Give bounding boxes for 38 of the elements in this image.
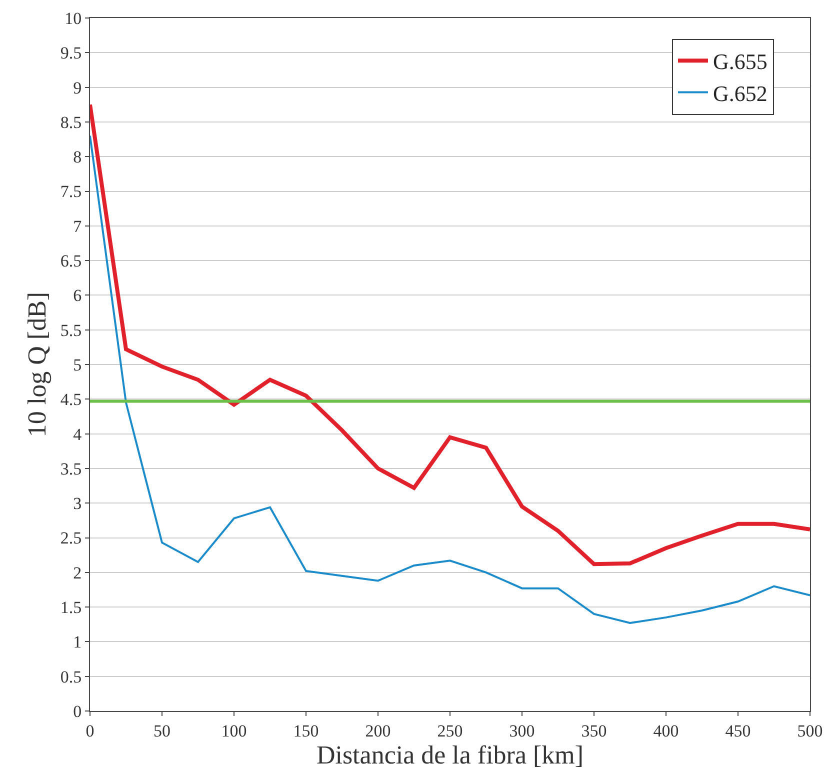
- y-tick-label: 3.5: [60, 459, 82, 478]
- x-tick-label: 450: [725, 721, 751, 740]
- y-tick-label: 6: [73, 286, 82, 306]
- x-tick-label: 400: [653, 721, 679, 740]
- x-tick-label: 500: [797, 721, 823, 740]
- y-tick-label: 2: [73, 563, 82, 582]
- y-tick-label: 7: [73, 216, 82, 236]
- legend-label: G.652: [713, 80, 768, 106]
- y-tick-label: 0: [73, 702, 82, 721]
- x-tick-label: 250: [437, 721, 463, 740]
- x-tick-label: 50: [154, 721, 170, 740]
- y-tick-label: 5.5: [60, 320, 82, 340]
- y-tick-label: 8: [73, 148, 82, 167]
- y-tick-label: 3: [73, 494, 82, 514]
- y-tick-label: 10: [64, 8, 82, 28]
- x-tick-label: 300: [509, 721, 535, 740]
- y-tick-label: 1: [73, 632, 82, 652]
- line-series: [90, 134, 810, 624]
- x-tick-label: 200: [365, 721, 391, 740]
- y-tick-label: 4: [73, 424, 82, 444]
- x-axis-title: Distancia de la fibra [km]: [316, 740, 584, 770]
- y-tick-label: 4.5: [60, 390, 82, 410]
- legend-label: G.655: [713, 49, 768, 74]
- x-tick-label: 100: [221, 721, 247, 740]
- y-tick-label: 8.5: [60, 112, 82, 132]
- y-tick-label: 2.5: [60, 528, 82, 548]
- x-tick-label: 0: [86, 721, 94, 740]
- x-tick-label: 350: [581, 721, 607, 740]
- y-tick-label: 0.5: [60, 667, 82, 686]
- y-tick-label: 9.5: [60, 44, 82, 63]
- y-tick-label: 6.5: [60, 252, 82, 270]
- x-tick-label: 150: [293, 721, 319, 740]
- y-tick-label: 5: [73, 355, 82, 374]
- y-tick-label: 7.5: [60, 182, 82, 202]
- line-series: [90, 102, 810, 566]
- y-tick-label: 1.5: [60, 598, 82, 617]
- y-tick-label: 9: [73, 78, 82, 98]
- y-axis-title: 10 log Q [dB]: [22, 292, 52, 438]
